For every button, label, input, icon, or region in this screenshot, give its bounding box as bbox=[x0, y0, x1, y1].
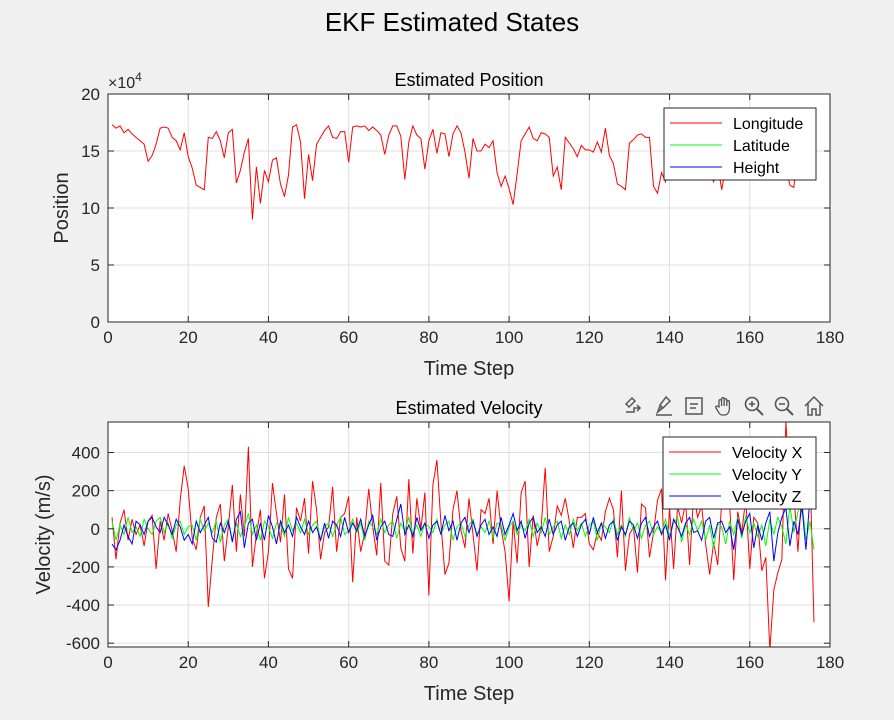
x-tick-label: 120 bbox=[575, 653, 603, 672]
y-tick-label: -600 bbox=[66, 634, 100, 653]
zoom-out-icon[interactable] bbox=[770, 393, 798, 419]
pan-icon[interactable] bbox=[710, 393, 738, 419]
x-tick-label: 20 bbox=[179, 328, 198, 347]
datatip-icon[interactable] bbox=[680, 393, 708, 419]
position-axes[interactable]: 0 20 40 60 80 100 120 140 160 180 0 5 10 15 20 ×104 Esti… bbox=[51, 70, 844, 380]
legend-label: Height bbox=[733, 160, 780, 177]
export-icon[interactable] bbox=[620, 393, 648, 419]
legend-box bbox=[662, 436, 817, 510]
x-tick-label: 140 bbox=[655, 653, 683, 672]
legend-label: Longitude bbox=[733, 116, 803, 133]
x-axis-label: Time Step bbox=[424, 683, 514, 705]
x-tick-label: 120 bbox=[575, 328, 603, 347]
legend-label: Latitude bbox=[733, 138, 790, 155]
x-tick-label: 140 bbox=[655, 328, 683, 347]
home-icon[interactable] bbox=[800, 393, 828, 419]
velocity-axes[interactable]: 0 20 40 60 80 100 120 140 160 180 -600 -400 -200 0 200… bbox=[33, 398, 844, 705]
figure-title: EKF Estimated States bbox=[325, 7, 579, 37]
y-tick-label: 0 bbox=[91, 520, 100, 539]
legend: Velocity X Velocity Y Velocity Z bbox=[662, 436, 817, 510]
brush-icon[interactable] bbox=[650, 393, 678, 419]
y-tick-label: 10 bbox=[81, 199, 100, 218]
zoom-in-icon[interactable] bbox=[740, 393, 768, 419]
x-tick-label: 160 bbox=[736, 653, 764, 672]
y-tick-label: 5 bbox=[91, 256, 100, 275]
legend-label: Velocity Y bbox=[732, 467, 802, 484]
x-tick-label: 20 bbox=[179, 653, 198, 672]
y-tick-label: 400 bbox=[72, 444, 100, 463]
x-tick-label: 100 bbox=[495, 653, 523, 672]
x-tick-label: 160 bbox=[736, 328, 764, 347]
x-tick-label: 100 bbox=[495, 328, 523, 347]
legend-box bbox=[663, 107, 817, 181]
axes-title: Estimated Velocity bbox=[395, 398, 542, 418]
legend-label: Velocity Z bbox=[732, 489, 802, 506]
series-line-velocity-z bbox=[111, 498, 811, 562]
x-tick-label: 80 bbox=[419, 328, 438, 347]
series-line-velocity-x bbox=[111, 422, 815, 647]
axes-title: Estimated Position bbox=[394, 70, 543, 90]
axes-toolbar bbox=[620, 392, 834, 420]
x-tick-label: 180 bbox=[816, 653, 844, 672]
axes-box bbox=[107, 421, 831, 648]
x-tick-label: 0 bbox=[103, 653, 112, 672]
y-tick-label: -400 bbox=[66, 596, 100, 615]
legend: Longitude Latitude Height bbox=[663, 107, 817, 181]
x-tick-label: 80 bbox=[419, 653, 438, 672]
y-tick-label: 0 bbox=[91, 313, 100, 332]
y-tick-label: 200 bbox=[72, 482, 100, 501]
y-exponent-label: ×104 bbox=[108, 70, 142, 92]
x-tick-label: 60 bbox=[339, 653, 358, 672]
x-axis-label: Time Step bbox=[424, 358, 514, 380]
x-tick-label: 180 bbox=[816, 328, 844, 347]
x-tick-label: 60 bbox=[339, 328, 358, 347]
y-tick-label: 15 bbox=[81, 142, 100, 161]
x-tick-label: 40 bbox=[259, 653, 278, 672]
y-tick-label: 20 bbox=[81, 85, 100, 104]
x-tick-label: 40 bbox=[259, 328, 278, 347]
x-tick-label: 0 bbox=[103, 328, 112, 347]
y-axis-label: Position bbox=[51, 172, 73, 243]
y-tick-label: -200 bbox=[66, 558, 100, 577]
y-axis-label: Velocity (m/s) bbox=[33, 474, 55, 594]
legend-label: Velocity X bbox=[732, 445, 803, 462]
